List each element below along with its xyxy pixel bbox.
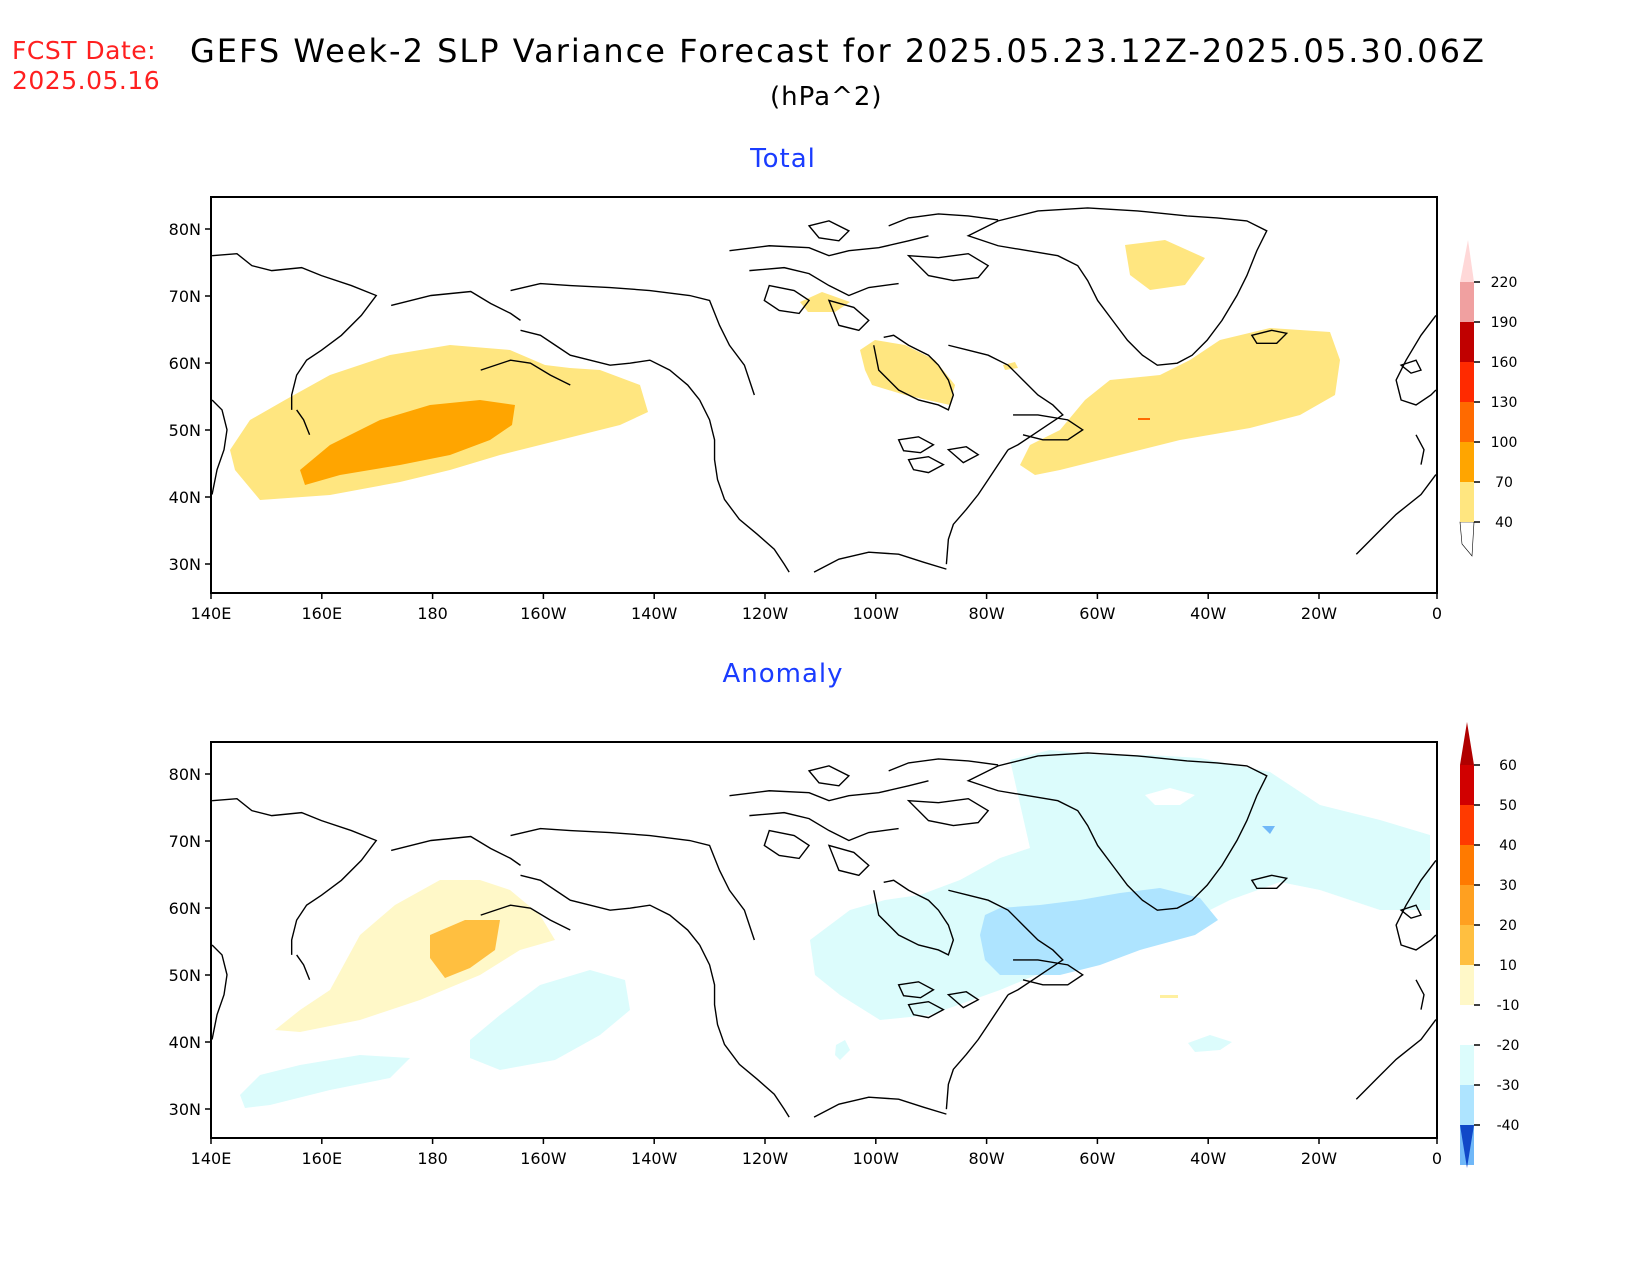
colorbar-label: -30 xyxy=(1497,1078,1520,1094)
panel-title-anomaly: Anomaly xyxy=(722,659,844,689)
lon-tick-label: 100W xyxy=(853,1149,900,1168)
lon-tick-label: 140E xyxy=(191,604,232,623)
anomaly-map-frame xyxy=(210,741,1438,1139)
anomaly-colorbar xyxy=(1460,722,1474,1165)
lon-tick-label: 60W xyxy=(1079,604,1115,623)
total-panel xyxy=(210,196,1475,594)
lon-tick-label: 20W xyxy=(1301,604,1337,623)
colorbar-label: 20 xyxy=(1499,918,1517,934)
forecast-date-value: 2025.05.16 xyxy=(12,66,161,95)
lat-tick-label: 60N xyxy=(169,899,201,918)
lon-tick-label: 100W xyxy=(853,604,900,623)
colorbar-label: 60 xyxy=(1499,758,1517,774)
total-shading xyxy=(230,240,1340,500)
lon-tick-label: 20W xyxy=(1301,1149,1337,1168)
lon-tick-label: 40W xyxy=(1190,604,1226,623)
lon-tick-label: 80W xyxy=(969,604,1005,623)
colorbar-label: -10 xyxy=(1497,998,1520,1014)
lat-tick-label: 70N xyxy=(169,287,201,306)
lat-tick-label: 30N xyxy=(169,1100,201,1119)
colorbar-label: -40 xyxy=(1497,1118,1520,1134)
colorbar-label: 100 xyxy=(1491,435,1518,451)
colorbar-min-arrow xyxy=(1460,1125,1474,1168)
total-colorbar xyxy=(1459,240,1475,557)
panel-title-total: Total xyxy=(750,144,816,174)
colorbar-label: 130 xyxy=(1491,395,1518,411)
lat-tick-label: 60N xyxy=(169,354,201,373)
lat-tick-label: 40N xyxy=(169,488,201,507)
lon-tick-label: 60W xyxy=(1079,1149,1115,1168)
lon-tick-label: 140W xyxy=(631,604,678,623)
colorbar-label: -20 xyxy=(1497,1038,1520,1054)
colorbar-label: 40 xyxy=(1499,838,1517,854)
lon-tick-label: 180 xyxy=(417,1149,448,1168)
lat-tick-label: 30N xyxy=(169,555,201,574)
lon-tick-label: 160W xyxy=(520,604,567,623)
colorbar-label: 190 xyxy=(1491,315,1518,331)
lon-tick-label: 140W xyxy=(631,1149,678,1168)
lon-tick-label: 0 xyxy=(1432,604,1442,623)
anomaly-shading xyxy=(240,750,1430,1108)
lat-tick-label: 40N xyxy=(169,1033,201,1052)
colorbar-label: 40 xyxy=(1495,515,1513,531)
colorbar-labels: 40 70 100 130 160 190 220 60 50 40 30 20 10 -10 -20 -30… xyxy=(1460,275,1519,1168)
lon-tick-label: 140E xyxy=(191,1149,232,1168)
lon-tick-label: 0 xyxy=(1432,1149,1442,1168)
lon-tick-label: 180 xyxy=(417,604,448,623)
forecast-date-block: FCST Date: 2025.05.16 xyxy=(12,36,160,96)
colorbar-label: 160 xyxy=(1491,355,1518,371)
lat-tick-label: 50N xyxy=(169,966,201,985)
colorbar-label: 50 xyxy=(1499,798,1517,814)
colorbar-label: 30 xyxy=(1499,878,1517,894)
colorbar-label: 70 xyxy=(1495,475,1513,491)
page-title: GEFS Week-2 SLP Variance Forecast for 20… xyxy=(190,32,1486,70)
anomaly-panel xyxy=(210,722,1474,1165)
forecast-date-label: FCST Date: xyxy=(12,36,157,65)
lat-tick-label: 70N xyxy=(169,832,201,851)
units-label: (hPa^2) xyxy=(770,82,883,112)
lat-tick-label: 80N xyxy=(169,220,201,239)
lon-tick-label: 80W xyxy=(969,1149,1005,1168)
lon-tick-label: 160E xyxy=(301,1149,342,1168)
total-map-frame xyxy=(210,196,1438,594)
colorbar-label: 10 xyxy=(1499,958,1517,974)
lon-tick-label: 160E xyxy=(301,604,342,623)
axis-labels: 80N 70N 60N 50N 40N 30N 140E 160E 180 160W 140W 120… xyxy=(169,220,1442,1168)
lat-tick-label: 50N xyxy=(169,421,201,440)
lon-tick-label: 120W xyxy=(742,1149,789,1168)
lon-tick-label: 120W xyxy=(742,604,789,623)
colorbar-label: 220 xyxy=(1491,275,1518,291)
lat-tick-label: 80N xyxy=(169,765,201,784)
lon-tick-label: 160W xyxy=(520,1149,567,1168)
lon-tick-label: 40W xyxy=(1190,1149,1226,1168)
